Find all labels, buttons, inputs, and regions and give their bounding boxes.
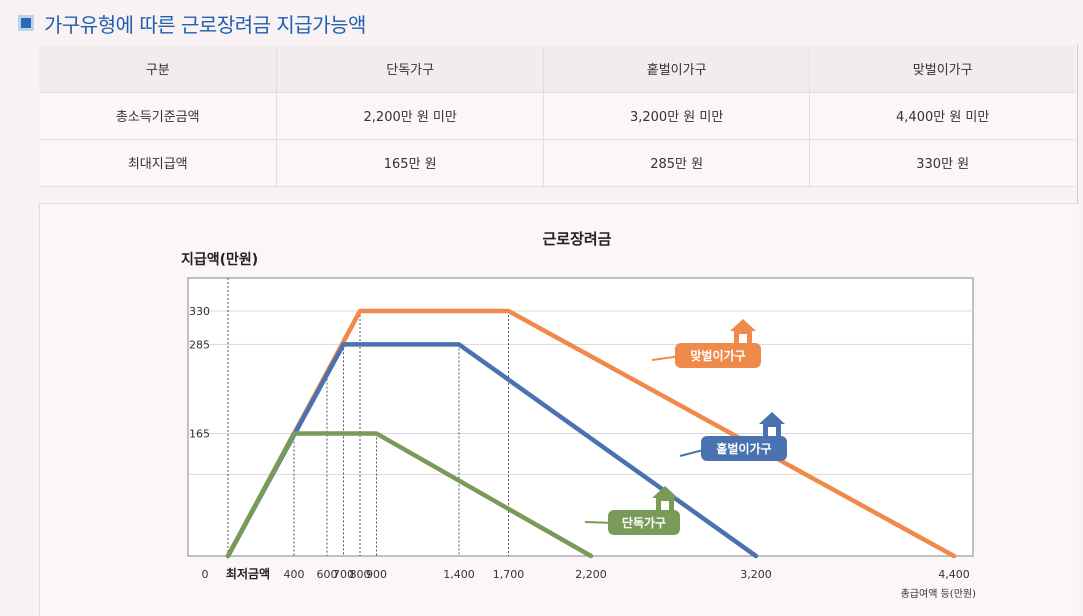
y-tick-label: 165 [189,428,210,441]
legend-label: 맞벌이가구 [690,348,745,363]
y-tick-label: 330 [189,305,210,318]
x-tick-label: 600 [317,568,338,581]
legend-badge [608,510,680,535]
row-label: 총소득기준금액 [39,92,278,140]
x-tick-label: 400 [284,568,305,581]
table-cell: 2,200만 원 미만 [276,92,544,140]
section-title: 가구유형에 따른 근로장려금 지급가능액 [44,12,366,37]
x-tick-label: 700 [333,568,354,581]
house-icon-door [768,427,776,436]
x-tick-label: 900 [366,568,387,581]
column-header: 홑벌이가구 [543,46,811,93]
x-tick-label: 2,200 [575,568,607,581]
house-icon-door [661,501,669,510]
x-axis-label: 총급여액 등(만원) [901,588,976,600]
table-header-row: 구분 단독가구 홑벌이가구 맞벌이가구 [39,46,1075,93]
y-tick-label: 285 [189,338,210,351]
house-icon [730,319,756,331]
row-label: 최대지급액 [39,139,278,187]
x-tick-label: 4,400 [938,568,970,581]
table-cell: 3,200만 원 미만 [543,92,811,140]
series-line-0 [225,431,594,559]
legend-badge [701,436,787,461]
house-icon-door [739,334,747,343]
table-cell: 285만 원 [543,139,811,187]
table-cell: 4,400만 원 미만 [809,92,1075,140]
square-bullet-icon [18,15,34,31]
x-tick-label: 800 [350,568,371,581]
x-tick-label: 1,700 [493,568,525,581]
table-row: 최대지급액 165만 원 285만 원 330만 원 [39,139,1075,187]
legend-label: 단독가구 [622,515,666,530]
x-tick-label: 1,400 [443,568,475,581]
legend-badge [675,343,761,368]
column-header: 맞벌이가구 [809,46,1075,93]
x-tick-label: 3,200 [740,568,772,581]
table-cell: 165만 원 [276,139,544,187]
y-axis-label: 지급액(만원) [181,251,258,268]
house-icon [652,486,678,498]
table-cell: 330만 원 [809,139,1075,187]
plot-area [187,277,974,557]
section-heading: 가구유형에 따른 근로장려금 지급가능액 [18,6,366,40]
origin-label: 0 [202,568,209,581]
min-wage-label: 최저금액 [226,566,270,581]
chart-title: 근로장려금 [542,230,611,248]
column-header: 단독가구 [276,46,544,93]
eligibility-table: 구분 단독가구 홑벌이가구 맞벌이가구 총소득기준금액 2,200만 원 미만 … [39,46,1075,187]
house-icon [759,412,785,424]
legend-label: 홑벌이가구 [716,441,771,456]
column-header: 구분 [39,46,278,93]
table-row: 총소득기준금액 2,200만 원 미만 3,200만 원 미만 4,400만 원… [39,92,1075,140]
